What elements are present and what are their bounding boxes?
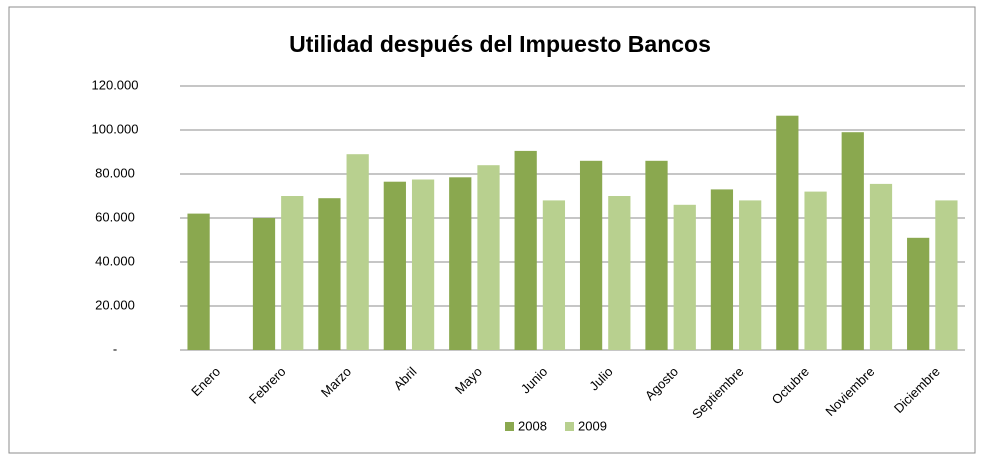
x-tick-label: Noviembre (822, 364, 877, 419)
x-tick-label: Abril (391, 364, 420, 393)
bar (449, 177, 472, 350)
y-tick-label: 60.000 (95, 209, 135, 224)
bar (804, 191, 827, 350)
bar (187, 213, 210, 350)
bar (710, 189, 734, 350)
bar (608, 196, 631, 350)
bar (383, 181, 406, 350)
bar (935, 200, 958, 350)
y-tick-label: - (113, 341, 117, 356)
y-tick-label: 20.000 (95, 297, 135, 312)
x-tick-label: Julio (586, 364, 616, 394)
legend-swatch (565, 422, 574, 431)
bar (477, 165, 500, 350)
bar (411, 179, 435, 350)
y-tick-label: 80.000 (95, 165, 135, 180)
x-tick-label: Septiembre (689, 364, 747, 422)
chart-title: Utilidad después del Impuesto Bancos (289, 31, 711, 57)
x-tick-label: Junio (518, 364, 551, 397)
bar (841, 132, 864, 350)
bar (514, 150, 537, 350)
bar (645, 160, 668, 350)
bar (907, 237, 930, 350)
y-tick-label: 40.000 (95, 253, 135, 268)
bar (318, 198, 341, 350)
bar (739, 200, 762, 350)
y-tick-label: 100.000 (92, 121, 139, 136)
x-tick-label: Enero (188, 364, 223, 399)
x-tick-label: Agosto (642, 364, 681, 403)
legend-label: 2009 (578, 418, 607, 433)
bar (542, 200, 566, 350)
chart-border (8, 6, 976, 454)
x-tick-label: Octubre (769, 364, 812, 407)
y-tick-label: 120.000 (92, 77, 139, 92)
bar (776, 115, 799, 350)
legend-swatch (505, 422, 514, 431)
legend-label: 2008 (518, 418, 547, 433)
bar (252, 218, 276, 350)
bar (346, 154, 369, 350)
bar (579, 160, 603, 350)
x-tick-label: Febrero (246, 364, 289, 407)
x-tick-label: Mayo (452, 364, 485, 397)
bar (869, 183, 893, 350)
bar (673, 204, 696, 350)
bar (281, 196, 304, 350)
x-tick-label: Marzo (318, 364, 354, 400)
x-tick-label: Diciembre (891, 364, 943, 416)
